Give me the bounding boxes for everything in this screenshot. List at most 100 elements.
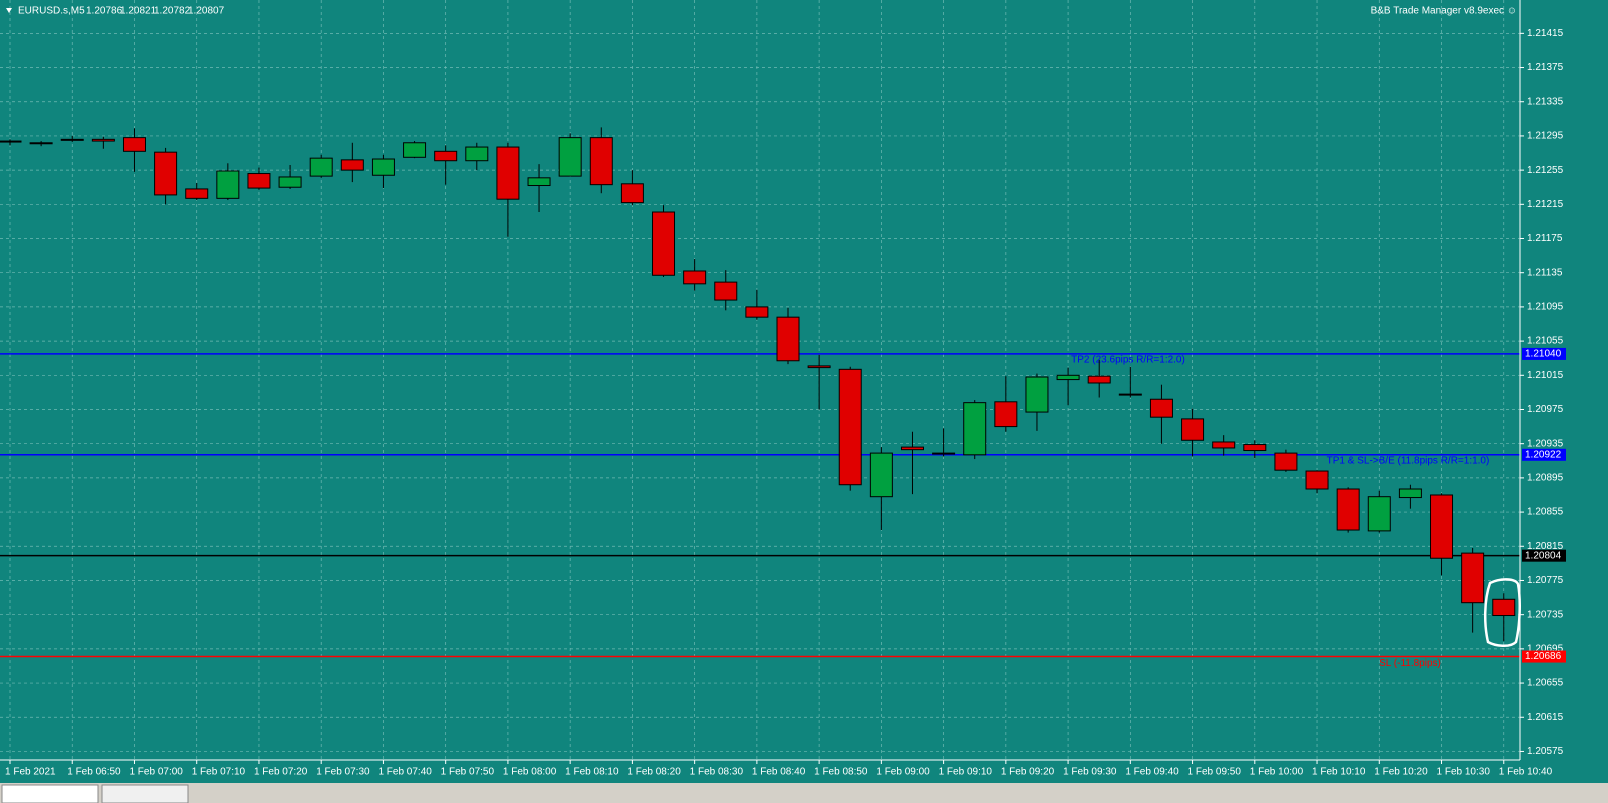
x-tick-label: 1 Feb 07:00 xyxy=(129,767,183,778)
candle-body xyxy=(589,137,613,186)
y-tick-label: 1.20895 xyxy=(1527,473,1564,484)
symbol: EURUSD.s,M5 xyxy=(18,6,85,17)
level-label: SL (-11.8pips) xyxy=(1379,658,1441,669)
y-tick-label: 1.20855 xyxy=(1527,507,1564,518)
x-tick-label: 1 Feb 10:00 xyxy=(1250,767,1304,778)
x-tick-label: 1 Feb 08:40 xyxy=(752,767,806,778)
level-price-box xyxy=(1522,448,1566,461)
candle-body xyxy=(340,159,364,171)
y-tick-label: 1.21095 xyxy=(1527,302,1564,313)
tab-bar xyxy=(0,783,1608,803)
candle-body xyxy=(932,452,956,455)
y-tick-label: 1.21135 xyxy=(1527,267,1563,278)
y-tick-label: 1.21175 xyxy=(1527,233,1563,244)
quote-open: 1.20786 xyxy=(86,6,123,17)
candle-body xyxy=(1492,598,1516,617)
level-price-box xyxy=(1522,549,1566,562)
candle-body xyxy=(869,452,893,498)
candle-body xyxy=(1056,374,1080,381)
candle-body xyxy=(309,157,333,177)
candle-body xyxy=(465,146,489,162)
candle-body xyxy=(434,150,458,162)
level-label: TP1 & SL->B/E (11.8pips R/R=1:1.0) xyxy=(1327,455,1490,466)
y-tick-label: 1.21255 xyxy=(1527,165,1564,176)
y-tick-label: 1.21055 xyxy=(1527,336,1564,347)
candle-body xyxy=(620,183,644,204)
quote-high: 1.20821 xyxy=(120,6,157,17)
x-tick-label: 1 Feb 09:10 xyxy=(939,767,993,778)
x-tick-label: 1 Feb 10:10 xyxy=(1312,767,1366,778)
x-tick-label: 1 Feb 07:40 xyxy=(378,767,432,778)
x-tick-label: 1 Feb 07:50 xyxy=(441,767,495,778)
candle-body xyxy=(745,306,769,318)
quote-close: 1.20807 xyxy=(188,6,225,17)
level-price-label: 1.21040 xyxy=(1525,349,1562,360)
candles xyxy=(0,127,1516,642)
candle-body xyxy=(1305,470,1329,490)
y-tick-label: 1.21375 xyxy=(1527,62,1564,73)
candle-body xyxy=(1243,444,1267,452)
candle-body xyxy=(91,138,115,142)
candle-body xyxy=(776,316,800,362)
x-tick-label: 1 Feb 08:50 xyxy=(814,767,868,778)
x-tick-label: 1 Feb 09:50 xyxy=(1188,767,1242,778)
y-tick-label: 1.20815 xyxy=(1527,541,1564,552)
level-price-box xyxy=(1522,347,1566,360)
x-tick-label: 1 Feb 06:50 xyxy=(67,767,121,778)
level-price-label: 1.20686 xyxy=(1525,651,1562,662)
x-tick-label: 1 Feb 09:40 xyxy=(1125,767,1179,778)
x-tick-label: 1 Feb 08:00 xyxy=(503,767,557,778)
y-tick-label: 1.21015 xyxy=(1527,370,1564,381)
candle-body xyxy=(807,365,831,369)
x-tick-label: 1 Feb 09:00 xyxy=(876,767,930,778)
candle-body xyxy=(1025,376,1049,413)
candle-body xyxy=(60,138,84,141)
candle-body xyxy=(838,368,862,486)
y-tick-label: 1.21215 xyxy=(1527,199,1564,210)
x-tick-label: 1 Feb 08:20 xyxy=(627,767,681,778)
x-tick-label: 1 Feb 07:20 xyxy=(254,767,308,778)
candle-body xyxy=(1430,494,1454,559)
menu-arrow[interactable] xyxy=(6,8,12,13)
candle-body xyxy=(527,177,551,187)
header: EURUSD.s,M5 1.20786 1.20821 1.20782 1.20… xyxy=(6,6,1517,17)
candle-body xyxy=(1398,488,1422,499)
x-tick-label: 1 Feb 07:30 xyxy=(316,767,370,778)
x-tick-label: 1 Feb 07:10 xyxy=(192,767,246,778)
candle-body xyxy=(558,137,582,177)
x-tick-label: 1 Feb 2021 xyxy=(5,767,56,778)
level-price-box xyxy=(1522,650,1566,663)
candle-body xyxy=(900,446,924,451)
tab[interactable] xyxy=(101,784,189,803)
candle-body xyxy=(994,401,1018,428)
y-tick-label: 1.20575 xyxy=(1527,746,1564,757)
x-tick-label: 1 Feb 08:10 xyxy=(565,767,619,778)
candle-body xyxy=(714,281,738,301)
candle-body xyxy=(652,211,676,276)
x-tick-label: 1 Feb 08:30 xyxy=(690,767,744,778)
indicator-name: B&B Trade Manager v8.9exec ☺ xyxy=(1371,6,1517,17)
x-tick-label: 1 Feb 09:30 xyxy=(1063,767,1117,778)
candle-body xyxy=(1336,488,1360,531)
y-tick-label: 1.20695 xyxy=(1527,644,1564,655)
candle-body xyxy=(1149,398,1173,418)
candle-body xyxy=(0,140,22,143)
y-tick-label: 1.20735 xyxy=(1527,609,1564,620)
candle-body xyxy=(1118,393,1142,396)
candle-body xyxy=(1461,552,1485,604)
tab[interactable] xyxy=(1,784,99,803)
y-tick-label: 1.21335 xyxy=(1527,96,1564,107)
candle-body xyxy=(403,142,427,158)
level-price-label: 1.20922 xyxy=(1525,449,1562,460)
level-label: TP2 (23.6pips R/R=1:2.0) xyxy=(1071,355,1185,366)
y-tick-label: 1.20935 xyxy=(1527,438,1564,449)
x-tick-label: 1 Feb 09:20 xyxy=(1001,767,1055,778)
candle-body xyxy=(1087,375,1111,384)
grid xyxy=(0,0,1520,760)
levels: TP2 (23.6pips R/R=1:2.0) TP1 & SL->B/E (1… xyxy=(0,353,1520,669)
level-price-label: 1.20804 xyxy=(1525,550,1562,561)
x-tick-label: 1 Feb 10:20 xyxy=(1374,767,1428,778)
y-tick-label: 1.20975 xyxy=(1527,404,1564,415)
